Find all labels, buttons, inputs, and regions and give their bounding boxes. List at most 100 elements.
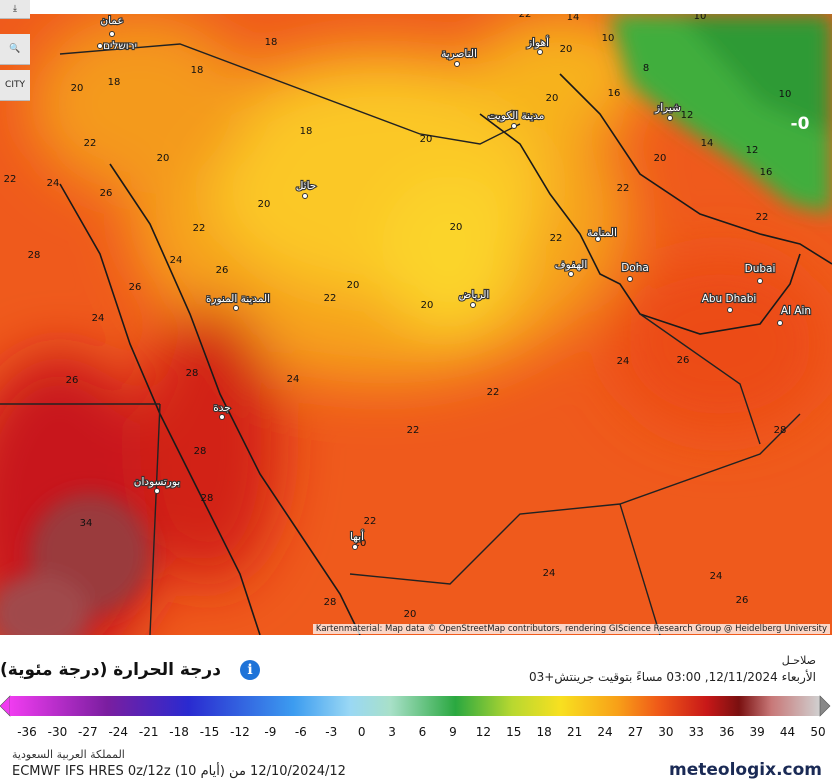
temperature-label: 26 xyxy=(129,282,142,293)
city-label: المدينة المنورة xyxy=(206,293,270,305)
scale-tick-label: -9 xyxy=(264,725,276,739)
scale-tick-label: -6 xyxy=(295,725,307,739)
temperature-label: 18 xyxy=(108,77,121,88)
temperature-label: 26 xyxy=(216,265,229,276)
temperature-label: 10 xyxy=(602,33,615,44)
pressure-label: -0 xyxy=(791,114,810,134)
temperature-label: 20 xyxy=(546,93,559,104)
temperature-label: 20 xyxy=(421,300,434,311)
temperature-label: 22 xyxy=(487,387,500,398)
city-label: الرياض xyxy=(459,289,490,301)
temperature-label: 22 xyxy=(84,138,97,149)
temperature-label: 24 xyxy=(287,374,300,385)
temperature-label: 34 xyxy=(80,518,93,529)
scale-tick-label: 15 xyxy=(506,725,521,739)
temperature-label: 22 xyxy=(364,516,377,527)
temperature-label: 14 xyxy=(567,14,580,23)
city-label: أهواز xyxy=(526,35,549,49)
scale-tick-label: -15 xyxy=(200,725,220,739)
scale-tick-label: -27 xyxy=(78,725,98,739)
city-label: حائل xyxy=(296,180,317,192)
temperature-label: 22 xyxy=(550,233,563,244)
scale-tick-label: -36 xyxy=(17,725,37,739)
temperature-label: 26 xyxy=(736,595,749,606)
temperature-label: 24 xyxy=(617,356,630,367)
temperature-label: 22 xyxy=(407,425,420,436)
city-label: أبها xyxy=(350,529,364,543)
temperature-label: 8 xyxy=(643,63,649,74)
scale-tick-label: -24 xyxy=(108,725,128,739)
scale-tick-label: -21 xyxy=(139,725,159,739)
valid-time: الأربعاء 12/11/2024, 03:00 مساءً بتوقيت … xyxy=(528,670,816,684)
temperature-label: 12 xyxy=(746,145,759,156)
model-info: ECMWF IFS HRES 0z/12z (10 أيام) 12/10/20… xyxy=(12,764,346,779)
temperature-label: 22 xyxy=(324,293,337,304)
valid-label: صلاحـل xyxy=(781,654,816,667)
scale-ticks: -36 -30 -27 -24 -21 -18 -15 -12 -9 -6 -3 0 3 6 9 12 15 18… xyxy=(17,725,825,739)
temperature-label: 28 xyxy=(201,493,214,504)
city-label: مدينة الكويت xyxy=(488,110,545,122)
temperature-label: 26 xyxy=(66,375,79,386)
city-label: Al Ain xyxy=(781,305,811,317)
temperature-label: 20 xyxy=(347,280,360,291)
scale-tick-label: -18 xyxy=(169,725,189,739)
city-label: الهفوف xyxy=(555,259,588,271)
scale-tick-label: 24 xyxy=(597,725,612,739)
temperature-label: 20 xyxy=(654,153,667,164)
city-markers xyxy=(97,31,783,550)
temperature-label: 12 xyxy=(681,110,694,121)
region: المملكة العربية السعودية xyxy=(12,748,125,761)
temperature-label: 20 xyxy=(258,199,271,210)
scale-tick-label: 21 xyxy=(567,725,582,739)
scale-tick-label: -30 xyxy=(48,725,68,739)
temperature-label: 28 xyxy=(774,425,787,436)
city-label: المنامة xyxy=(587,227,617,239)
scale-tick-label: 3 xyxy=(388,725,396,739)
temperature-label: 28 xyxy=(324,597,337,608)
city-label: Abu Dhabi xyxy=(702,293,757,305)
color-scale: -36 -30 -27 -24 -21 -18 -15 -12 -9 -6 -3 0 3 6 9 12 15 18… xyxy=(0,695,831,739)
city-label: Doha xyxy=(621,262,649,274)
scale-tick-label: 9 xyxy=(449,725,457,739)
city-label: بورتسودان xyxy=(134,476,180,488)
zoom-button[interactable]: 🔍 xyxy=(0,34,30,65)
scale-tick-label: 30 xyxy=(658,725,673,739)
scale-tick-label: 39 xyxy=(750,725,765,739)
info-button[interactable]: i xyxy=(240,660,260,680)
temperature-label: 28 xyxy=(194,446,207,457)
download-button[interactable]: ⤓ xyxy=(0,0,30,19)
temperature-label: 14 xyxy=(701,138,714,149)
temperature-label: 28 xyxy=(186,368,199,379)
attribution: Kartenmaterial: Map data © OpenStreetMap… xyxy=(312,624,830,634)
scale-tick-label: 33 xyxy=(689,725,704,739)
city-label: جدة xyxy=(213,402,231,414)
temperature-label: 24 xyxy=(170,255,183,266)
temperature-label: 26 xyxy=(677,355,690,366)
temperature-label: 10 xyxy=(779,89,792,100)
temperature-label: 24 xyxy=(543,568,556,579)
temperature-label: 22 xyxy=(756,212,769,223)
temperature-label: 22 xyxy=(193,223,206,234)
temperature-label: 18 xyxy=(191,65,204,76)
city-labels: عمان ירושלים الناصرية أهواز مدينة الكويت… xyxy=(99,14,812,544)
temperature-label: 24 xyxy=(710,571,723,582)
scale-tick-label: 6 xyxy=(419,725,427,739)
temperature-map: 22 14 10 20 10 18 18 18 20 8 16 10 20 18… xyxy=(0,14,832,635)
city-button[interactable]: CITY xyxy=(0,70,30,101)
scale-tick-label: -12 xyxy=(230,725,250,739)
scale-tick-label: 18 xyxy=(537,725,552,739)
scale-tick-label: 36 xyxy=(719,725,734,739)
temperature-label: 24 xyxy=(92,313,105,324)
temperature-label: 20 xyxy=(450,222,463,233)
temperature-label: 18 xyxy=(300,126,313,137)
temperature-label: 22 xyxy=(4,174,17,185)
temperature-label: 28 xyxy=(28,250,41,261)
city-label: Dubai xyxy=(745,263,776,275)
city-label: ירושלים xyxy=(103,40,137,52)
temperature-labels: 22 14 10 20 10 18 18 18 20 8 16 10 20 18… xyxy=(4,14,792,620)
scale-tick-label: 44 xyxy=(780,725,795,739)
temperature-label: 20 xyxy=(560,44,573,55)
temperature-field xyxy=(0,14,832,635)
temperature-label: 16 xyxy=(608,88,621,99)
